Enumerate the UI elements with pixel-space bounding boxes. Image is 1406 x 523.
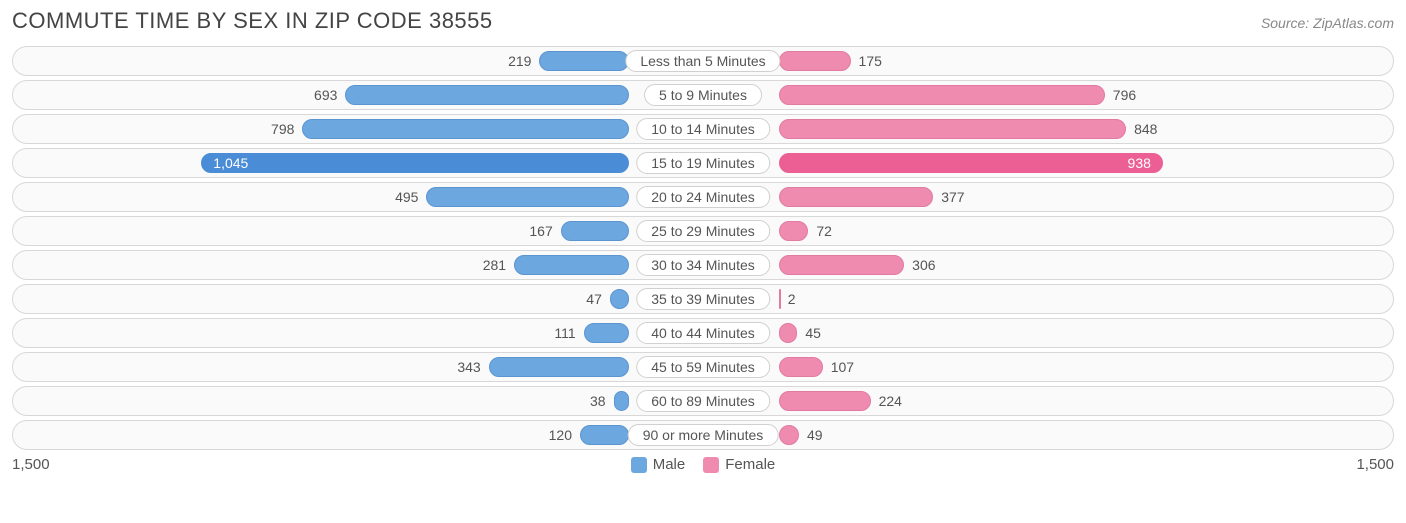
value-female: 72 bbox=[816, 219, 832, 243]
value-male: 47 bbox=[586, 287, 602, 311]
bar-female bbox=[779, 85, 1105, 105]
bar-male bbox=[614, 391, 630, 411]
value-female: 306 bbox=[912, 253, 935, 277]
axis-max-left: 1,500 bbox=[12, 456, 50, 473]
bar-female bbox=[779, 357, 823, 377]
value-female: 107 bbox=[831, 355, 854, 379]
value-female: 224 bbox=[879, 389, 902, 413]
chart-row: 693 796 5 to 9 Minutes bbox=[12, 80, 1394, 110]
bar-male bbox=[539, 51, 629, 71]
value-female: 848 bbox=[1134, 117, 1157, 141]
bar-female bbox=[779, 323, 797, 343]
chart-rows: 219 175 Less than 5 Minutes 693 796 5 to 9 Mi… bbox=[12, 46, 1394, 450]
bar-male bbox=[580, 425, 629, 445]
value-female: 2 bbox=[788, 287, 796, 311]
value-male: 343 bbox=[457, 355, 480, 379]
bar-male bbox=[610, 289, 629, 309]
bar-female bbox=[779, 51, 851, 71]
chart-row: 38 224 60 to 89 Minutes bbox=[12, 386, 1394, 416]
value-male: 167 bbox=[529, 219, 552, 243]
legend-item: Male bbox=[631, 456, 686, 473]
category-label: 10 to 14 Minutes bbox=[636, 118, 770, 140]
value-male: 219 bbox=[508, 49, 531, 73]
category-label: 45 to 59 Minutes bbox=[636, 356, 770, 378]
value-female: 45 bbox=[805, 321, 821, 345]
value-male: 120 bbox=[549, 423, 572, 447]
bar-male bbox=[302, 119, 629, 139]
category-label: 35 to 39 Minutes bbox=[636, 288, 770, 310]
chart-row: 281 306 30 to 34 Minutes bbox=[12, 250, 1394, 280]
category-label: 60 to 89 Minutes bbox=[636, 390, 770, 412]
value-female: 377 bbox=[941, 185, 964, 209]
value-male: 111 bbox=[554, 321, 575, 345]
chart-row: 1,045 938 15 to 19 Minutes bbox=[12, 148, 1394, 178]
chart-source: Source: ZipAtlas.com bbox=[1261, 15, 1394, 31]
value-male: 281 bbox=[483, 253, 506, 277]
bar-male bbox=[584, 323, 629, 343]
legend-item: Female bbox=[703, 456, 775, 473]
chart-row: 167 72 25 to 29 Minutes bbox=[12, 216, 1394, 246]
value-male: 38 bbox=[590, 389, 606, 413]
category-label: 90 or more Minutes bbox=[628, 424, 779, 446]
value-male: 693 bbox=[314, 83, 337, 107]
legend: Male Female bbox=[631, 456, 776, 473]
bar-female bbox=[779, 221, 808, 241]
legend-swatch bbox=[631, 457, 647, 473]
bar-female bbox=[779, 153, 1163, 173]
bar-male bbox=[489, 357, 629, 377]
bar-female bbox=[779, 289, 781, 309]
chart-row: 120 49 90 or more Minutes bbox=[12, 420, 1394, 450]
legend-swatch bbox=[703, 457, 719, 473]
chart-row: 47 2 35 to 39 Minutes bbox=[12, 284, 1394, 314]
category-label: 25 to 29 Minutes bbox=[636, 220, 770, 242]
legend-label: Female bbox=[725, 456, 775, 473]
bar-female bbox=[779, 187, 933, 207]
axis-max-right: 1,500 bbox=[1356, 456, 1394, 473]
category-label: 5 to 9 Minutes bbox=[644, 84, 762, 106]
category-label: 40 to 44 Minutes bbox=[636, 322, 770, 344]
chart-row: 343 107 45 to 59 Minutes bbox=[12, 352, 1394, 382]
category-label: 15 to 19 Minutes bbox=[636, 152, 770, 174]
bar-male bbox=[514, 255, 629, 275]
category-label: 20 to 24 Minutes bbox=[636, 186, 770, 208]
chart-title: COMMUTE TIME BY SEX IN ZIP CODE 38555 bbox=[12, 8, 493, 34]
category-label: 30 to 34 Minutes bbox=[636, 254, 770, 276]
bar-male bbox=[201, 153, 629, 173]
bar-female bbox=[779, 391, 871, 411]
value-female: 938 bbox=[1128, 151, 1157, 175]
bar-male bbox=[345, 85, 629, 105]
value-male: 798 bbox=[271, 117, 294, 141]
value-female: 175 bbox=[859, 49, 882, 73]
chart-row: 495 377 20 to 24 Minutes bbox=[12, 182, 1394, 212]
value-female: 49 bbox=[807, 423, 823, 447]
value-male: 1,045 bbox=[207, 151, 248, 175]
bar-female bbox=[779, 255, 904, 275]
bar-male bbox=[561, 221, 629, 241]
chart-row: 111 45 40 to 44 Minutes bbox=[12, 318, 1394, 348]
value-female: 796 bbox=[1113, 83, 1136, 107]
bar-female bbox=[779, 119, 1126, 139]
bar-male bbox=[426, 187, 629, 207]
chart-row: 798 848 10 to 14 Minutes bbox=[12, 114, 1394, 144]
legend-label: Male bbox=[653, 456, 686, 473]
category-label: Less than 5 Minutes bbox=[625, 50, 780, 72]
chart-row: 219 175 Less than 5 Minutes bbox=[12, 46, 1394, 76]
value-male: 495 bbox=[395, 185, 418, 209]
bar-female bbox=[779, 425, 799, 445]
